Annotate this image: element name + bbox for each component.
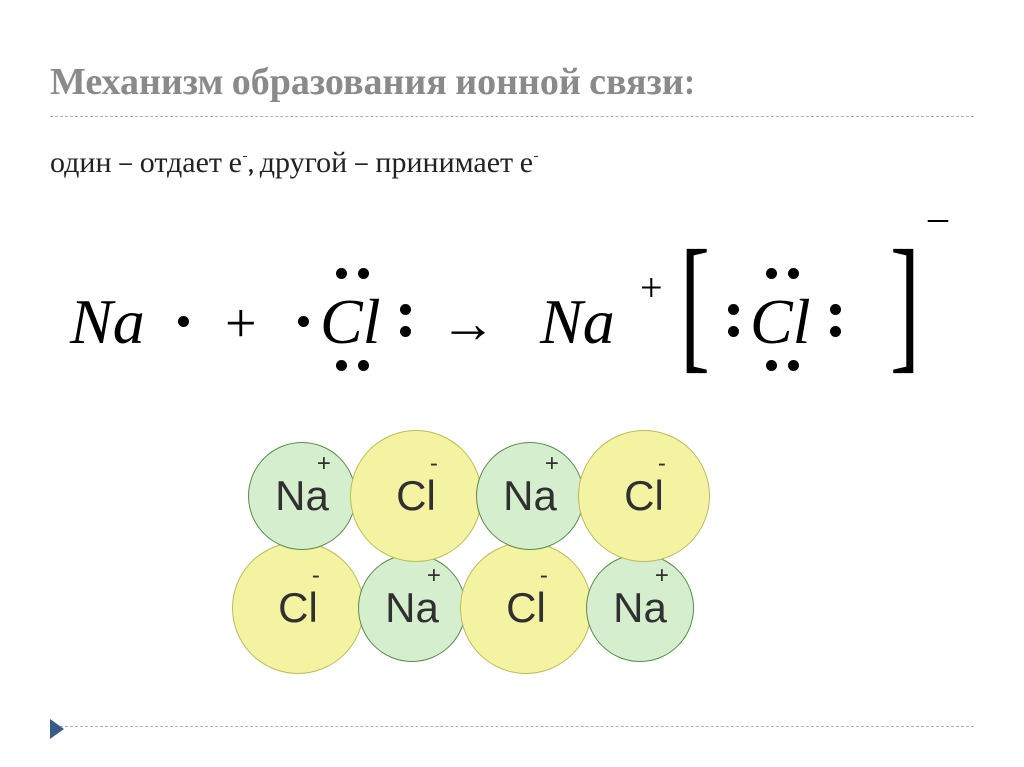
electron-dot-cl1_top-1 bbox=[358, 268, 369, 279]
ion-label-r1c2: Cl- bbox=[396, 472, 436, 520]
ion-r1c1: Na+ bbox=[248, 442, 356, 550]
electron-dot-cl2_left-0 bbox=[728, 304, 739, 315]
slide-subtitle: один – отдает е-, другой – принимает е- bbox=[50, 145, 974, 180]
ion-charge-r2c2: + bbox=[427, 562, 441, 590]
title-block: Механизм образования ионной связи: bbox=[50, 60, 974, 117]
eq-right-bracket: ] bbox=[890, 228, 920, 378]
ion-r1c4: Cl- bbox=[578, 430, 710, 562]
lewis-equation: Na+Cl→Na+[Cl]_ bbox=[70, 220, 974, 410]
ion-charge-r1c4: - bbox=[658, 450, 666, 478]
eq-na-right: Na bbox=[540, 290, 615, 354]
ion-charge-r2c4: + bbox=[655, 562, 669, 590]
eq-na-left: Na bbox=[70, 290, 145, 354]
electron-dot-cl2_bottom-0 bbox=[766, 360, 777, 371]
electron-dot-cl1_before_dot-0 bbox=[298, 316, 309, 327]
subtitle-part1: один – отдает е bbox=[50, 145, 242, 180]
ion-label-r2c1: Cl- bbox=[278, 584, 318, 632]
ion-label-r1c4: Cl- bbox=[624, 472, 664, 520]
electron-dot-cl2_left-1 bbox=[728, 326, 739, 337]
footer-marker-icon bbox=[50, 719, 64, 739]
ion-charge-r2c3: - bbox=[540, 562, 548, 590]
ion-label-r1c3: Na+ bbox=[503, 472, 557, 520]
eq-cl-left: Cl bbox=[320, 290, 380, 354]
electron-dot-cl1_bottom-1 bbox=[358, 360, 369, 371]
electron-dot-cl2_top-0 bbox=[766, 268, 777, 279]
electron-dot-cl1_bottom-0 bbox=[336, 360, 347, 371]
electron-dot-cl1_top-0 bbox=[336, 268, 347, 279]
electron-dot-cl1_right-1 bbox=[400, 326, 411, 337]
slide-title: Механизм образования ионной связи: bbox=[50, 60, 974, 104]
eq-arrow: → bbox=[440, 296, 496, 352]
electron-dot-cl2_right-1 bbox=[830, 326, 841, 337]
eq-outer-charge: _ bbox=[928, 180, 948, 227]
electron-dot-cl2_bottom-1 bbox=[788, 360, 799, 371]
eq-left-bracket: [ bbox=[680, 228, 710, 378]
electron-dot-na1_dot-0 bbox=[178, 316, 189, 327]
electron-dot-cl2_top-1 bbox=[788, 268, 799, 279]
ion-charge-r2c1: - bbox=[312, 562, 320, 590]
ionic-lattice: Cl- Na+ Cl- Na+ Na+ Cl- Na+ Cl- bbox=[232, 430, 792, 690]
ion-charge-r1c3: + bbox=[545, 450, 559, 478]
eq-cl-right: Cl bbox=[750, 290, 810, 354]
ion-label-r1c1: Na+ bbox=[275, 472, 329, 520]
subtitle-part2: , другой – принимает е bbox=[248, 145, 533, 180]
ion-label-r2c3: Cl- bbox=[506, 584, 546, 632]
ion-charge-r1c1: + bbox=[317, 450, 331, 478]
electron-dot-cl2_right-0 bbox=[830, 304, 841, 315]
ion-charge-r1c2: - bbox=[430, 450, 438, 478]
ion-r2c1: Cl- bbox=[232, 542, 364, 674]
ion-r1c2: Cl- bbox=[350, 430, 482, 562]
electron-dot-cl1_right-0 bbox=[400, 304, 411, 315]
ion-r2c2: Na+ bbox=[358, 554, 466, 662]
ion-r1c3: Na+ bbox=[476, 442, 584, 550]
subtitle-sup2: - bbox=[533, 145, 539, 166]
ion-r2c3: Cl- bbox=[460, 542, 592, 674]
footer-divider bbox=[50, 726, 974, 727]
eq-plus: + bbox=[225, 296, 257, 352]
ion-r2c4: Na+ bbox=[586, 554, 694, 662]
eq-na-charge: + bbox=[640, 264, 663, 311]
ion-label-r2c4: Na+ bbox=[613, 584, 667, 632]
ion-label-r2c2: Na+ bbox=[385, 584, 439, 632]
